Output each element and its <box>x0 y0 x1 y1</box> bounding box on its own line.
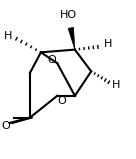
Polygon shape <box>68 27 75 50</box>
Text: H: H <box>4 31 13 41</box>
Text: H: H <box>103 39 112 49</box>
Text: O: O <box>1 121 10 131</box>
Text: O: O <box>47 55 56 66</box>
Text: O: O <box>57 96 66 106</box>
Text: HO: HO <box>60 10 77 20</box>
Text: H: H <box>112 80 120 90</box>
